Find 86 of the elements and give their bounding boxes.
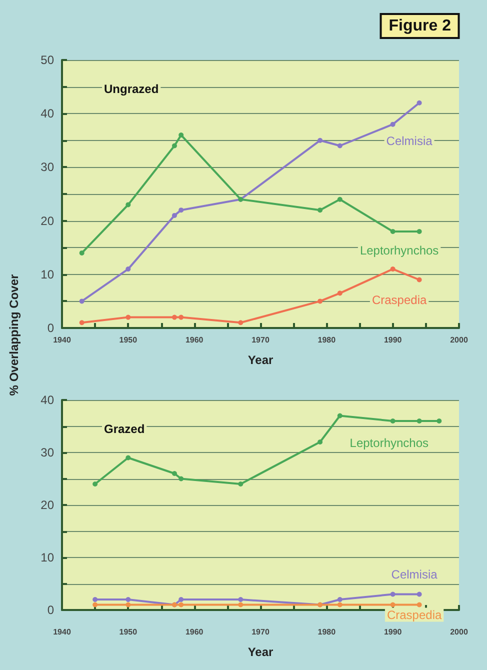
y-tick-label: 50 bbox=[40, 53, 54, 67]
x-tick-label: 1960 bbox=[185, 336, 204, 344]
point bbox=[92, 482, 98, 486]
point bbox=[390, 602, 396, 608]
point bbox=[178, 602, 184, 608]
x-tick-label: 1970 bbox=[252, 628, 270, 636]
point bbox=[126, 602, 131, 608]
point bbox=[390, 122, 396, 127]
x-tick-label: 1970 bbox=[252, 336, 270, 344]
point bbox=[416, 277, 422, 282]
point bbox=[390, 229, 396, 234]
point bbox=[126, 455, 131, 460]
point bbox=[92, 597, 98, 602]
x-tick-label: 1940 bbox=[53, 336, 72, 344]
y-tick-label: 30 bbox=[40, 160, 54, 174]
x-tick-label: 1980 bbox=[318, 336, 336, 344]
x-tick-label: 1950 bbox=[119, 628, 138, 636]
x-axis-title: Year bbox=[248, 645, 274, 659]
y-tick-label: 10 bbox=[40, 267, 54, 282]
y-tick-label: 40 bbox=[40, 393, 54, 407]
point bbox=[79, 320, 84, 326]
point bbox=[318, 440, 323, 444]
series-label: Craspedia bbox=[386, 608, 442, 622]
point bbox=[390, 418, 396, 424]
series-label: Leptorhynchos bbox=[350, 436, 429, 450]
point bbox=[337, 196, 342, 202]
point bbox=[337, 413, 342, 418]
series-label: Leptorhynchos bbox=[360, 244, 439, 258]
y-tick-label: 0 bbox=[47, 603, 54, 617]
point bbox=[238, 320, 244, 326]
point bbox=[416, 592, 422, 597]
point bbox=[126, 314, 131, 320]
point bbox=[126, 597, 131, 602]
y-tick-label: 20 bbox=[40, 498, 54, 512]
point bbox=[92, 602, 98, 608]
point bbox=[337, 290, 342, 296]
x-axis-title: Year bbox=[248, 353, 274, 367]
point bbox=[238, 602, 244, 608]
y-tick-label: 30 bbox=[40, 446, 54, 460]
point bbox=[318, 208, 323, 213]
x-tick-label: 1990 bbox=[384, 628, 402, 636]
point bbox=[178, 314, 184, 320]
x-tick-label: 2000 bbox=[450, 628, 468, 636]
point bbox=[238, 597, 244, 602]
point bbox=[238, 482, 244, 486]
point bbox=[79, 298, 84, 304]
x-tick-label: 1960 bbox=[185, 628, 204, 636]
point bbox=[178, 597, 184, 602]
x-tick-label: 1950 bbox=[119, 336, 138, 344]
annotation: Ungrazed bbox=[104, 82, 159, 96]
y-tick-label: 10 bbox=[40, 550, 54, 564]
point bbox=[337, 597, 342, 602]
point bbox=[178, 208, 184, 213]
point bbox=[416, 229, 422, 234]
point bbox=[318, 138, 323, 143]
point bbox=[79, 250, 84, 256]
point bbox=[416, 100, 422, 106]
point bbox=[337, 143, 342, 148]
point bbox=[390, 266, 396, 272]
point bbox=[337, 602, 342, 608]
series-label: Celmisia bbox=[386, 134, 433, 148]
point bbox=[416, 602, 422, 608]
chart-title: Figure 2 bbox=[388, 18, 452, 34]
point bbox=[172, 143, 177, 148]
x-tick-label: 1990 bbox=[384, 336, 402, 344]
y-tick-label: 0 bbox=[47, 321, 54, 335]
point bbox=[126, 266, 131, 272]
point bbox=[318, 298, 323, 304]
point bbox=[172, 212, 177, 218]
x-tick-label: 2000 bbox=[450, 336, 468, 344]
point bbox=[172, 314, 177, 320]
y-tick-label: 20 bbox=[40, 214, 54, 228]
point bbox=[436, 418, 442, 424]
point bbox=[390, 592, 396, 597]
x-tick-label: 1940 bbox=[53, 628, 72, 636]
point bbox=[416, 418, 422, 424]
y-tick-label: 40 bbox=[40, 106, 54, 121]
point bbox=[178, 132, 184, 138]
series-label: Celmisia bbox=[391, 567, 438, 582]
point bbox=[178, 476, 184, 482]
series-label: Craspedia bbox=[372, 292, 427, 307]
point bbox=[126, 202, 131, 208]
y-axis-title: % Overlapping Cover bbox=[7, 274, 21, 396]
x-tick-label: 1980 bbox=[318, 628, 336, 636]
point bbox=[172, 471, 177, 476]
annotation: Grazed bbox=[104, 422, 145, 436]
